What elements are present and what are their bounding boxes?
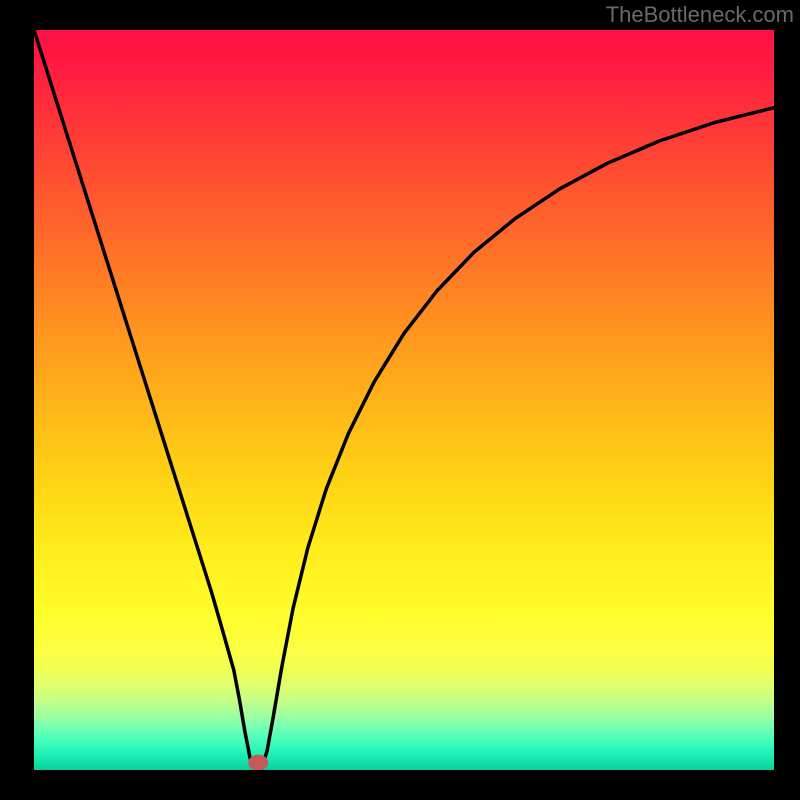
- plot-area: [34, 30, 774, 770]
- watermark-text: TheBottleneck.com: [606, 2, 794, 28]
- curve-layer: [34, 30, 774, 770]
- chart-container: TheBottleneck.com: [0, 0, 800, 800]
- minimum-marker: [248, 755, 268, 770]
